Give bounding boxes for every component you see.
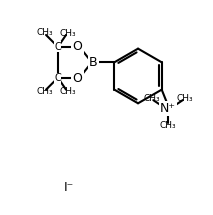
Text: B: B <box>89 56 98 69</box>
Text: N⁺: N⁺ <box>160 102 176 115</box>
Text: C: C <box>54 73 61 83</box>
Text: CH₃: CH₃ <box>176 94 193 103</box>
Text: I⁻: I⁻ <box>63 181 74 194</box>
Text: O: O <box>73 40 82 53</box>
Text: CH₃: CH₃ <box>36 28 53 37</box>
Text: C: C <box>54 41 61 52</box>
Text: O: O <box>73 72 82 84</box>
Text: CH₃: CH₃ <box>36 87 53 96</box>
Text: CH₃: CH₃ <box>160 121 176 130</box>
Text: CH₃: CH₃ <box>60 29 76 38</box>
Text: CH₃: CH₃ <box>143 94 160 103</box>
Text: CH₃: CH₃ <box>60 87 76 96</box>
